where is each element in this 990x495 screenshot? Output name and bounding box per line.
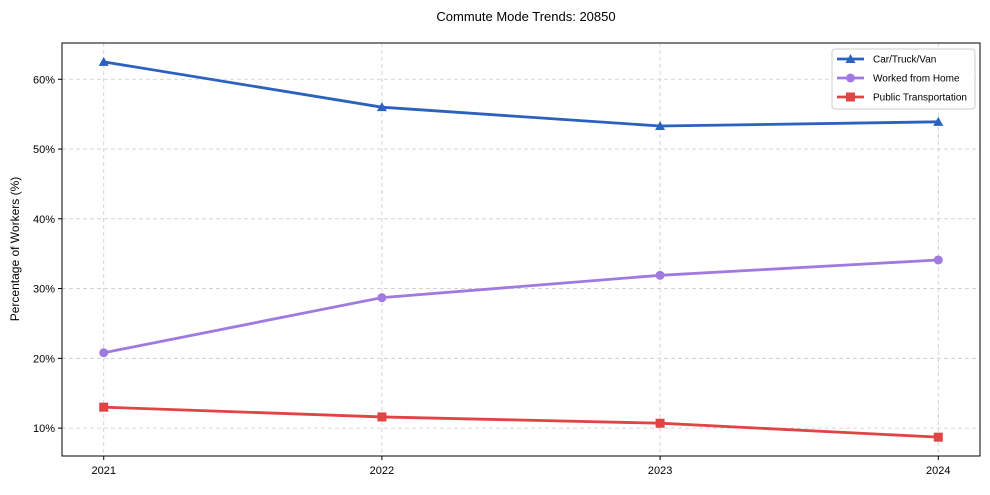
data-point bbox=[99, 348, 109, 358]
data-point bbox=[99, 402, 109, 412]
data-point bbox=[655, 121, 666, 131]
series-group bbox=[98, 56, 944, 442]
y-axis-label: Percentage of Workers (%) bbox=[8, 177, 22, 322]
data-point bbox=[933, 432, 943, 442]
data-point bbox=[933, 116, 944, 126]
y-tick-label: 30% bbox=[33, 284, 55, 296]
legend-marker bbox=[846, 92, 855, 102]
data-point bbox=[655, 270, 665, 280]
y-tick-label: 20% bbox=[33, 353, 55, 365]
legend-marker bbox=[845, 54, 856, 63]
legend: Car/Truck/Van Worked from Home Public Tran… bbox=[831, 48, 976, 110]
series-worked-from-home bbox=[99, 255, 943, 358]
series-line bbox=[103, 60, 939, 128]
ticks: 10% 20% 30% 40% 50% 60% 2021 2022 2023 2024 bbox=[33, 74, 951, 477]
data-point bbox=[98, 56, 109, 66]
legend-box bbox=[831, 48, 976, 110]
x-tick-label: 2023 bbox=[648, 465, 672, 477]
data-point bbox=[933, 255, 943, 265]
x-tick-label: 2024 bbox=[926, 465, 950, 477]
x-tick-label: 2021 bbox=[91, 465, 115, 477]
data-point bbox=[377, 293, 387, 303]
legend-label: Car/Truck/Van bbox=[873, 55, 936, 66]
legend-label: Public Transportation bbox=[873, 93, 967, 104]
data-point bbox=[376, 102, 387, 112]
series-car-truck-van bbox=[98, 56, 944, 131]
x-tick-label: 2022 bbox=[370, 465, 394, 477]
y-tick-label: 10% bbox=[33, 423, 55, 435]
series-public-transportation bbox=[99, 402, 943, 442]
plot-frame bbox=[61, 42, 981, 457]
y-tick-label: 60% bbox=[33, 74, 55, 86]
series-line bbox=[103, 258, 939, 355]
y-tick-label: 40% bbox=[33, 214, 55, 226]
legend-marker bbox=[846, 73, 855, 83]
data-point bbox=[655, 418, 665, 428]
y-tick-label: 50% bbox=[33, 144, 55, 156]
chart-title: Commute Mode Trends: 20850 bbox=[436, 9, 615, 24]
data-point bbox=[377, 412, 387, 422]
legend-label: Worked from Home bbox=[873, 74, 960, 85]
series-line bbox=[103, 405, 939, 439]
grid bbox=[62, 43, 980, 456]
